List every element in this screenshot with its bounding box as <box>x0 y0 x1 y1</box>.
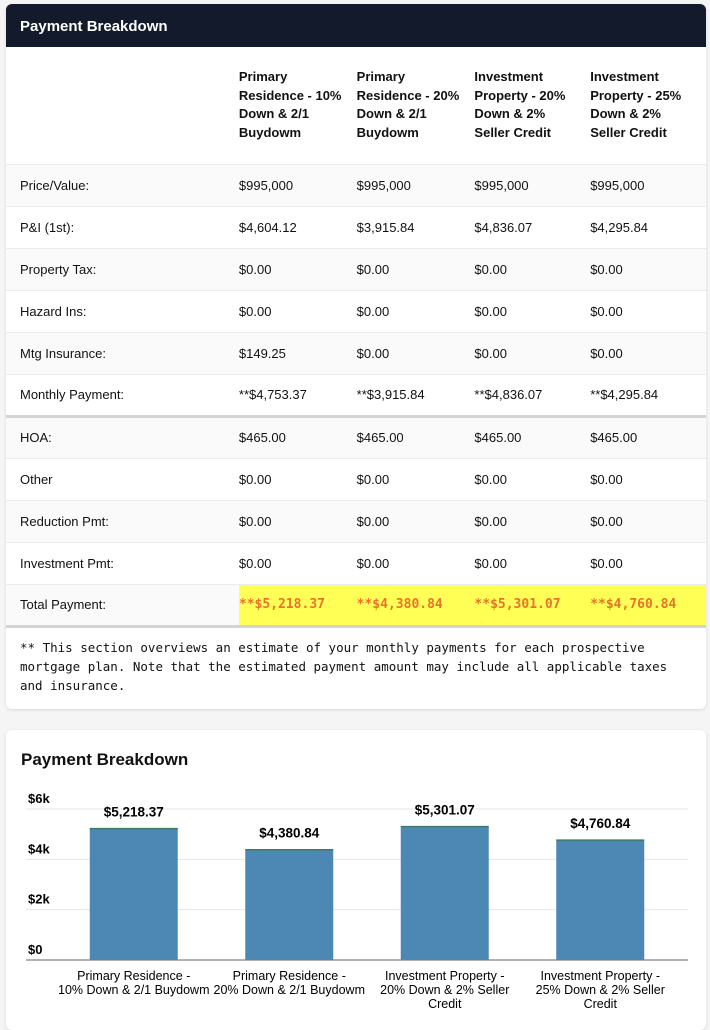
table-row: Property Tax: $0.00 $0.00 $0.00 $0.00 <box>6 247 706 290</box>
table-title: Payment Breakdown <box>6 4 706 47</box>
cell-value: $995,000 <box>590 163 706 206</box>
cell-value: $0.00 <box>238 541 357 584</box>
cell-value: $0.00 <box>356 457 475 500</box>
cell-value: $465.00 <box>238 414 357 458</box>
category-label: Investment Property -25% Down & 2% Selle… <box>536 969 665 1011</box>
cell-value: $0.00 <box>356 499 475 542</box>
footnote: ** This section overviews an estimate of… <box>20 639 668 693</box>
cell-value: $4,295.84 <box>590 205 706 248</box>
row-label: Property Tax: <box>6 247 239 290</box>
cell-value: $3,915.84 <box>356 205 475 248</box>
cell-value: $0.00 <box>590 541 706 584</box>
category-label: Investment Property -20% Down & 2% Selle… <box>380 969 509 1011</box>
cell-value: $0.00 <box>590 499 706 542</box>
cell-value: $0.00 <box>356 289 475 332</box>
cell-value: $995,000 <box>238 163 357 206</box>
row-label: Total Payment: <box>6 583 239 628</box>
table-row: Total Payment: **$5,218.37 **$4,380.84 **$5… <box>6 583 706 628</box>
table-row: Mtg Insurance: $149.25 $0.00 $0.00 $0.00 <box>6 331 706 374</box>
chart-title: Payment Breakdown <box>21 750 189 769</box>
cell-value: $0.00 <box>238 247 357 290</box>
bar <box>400 826 489 960</box>
cell-value: **$4,760.84 <box>590 583 706 628</box>
bar <box>89 828 178 960</box>
cell-value: $0.00 <box>356 247 475 290</box>
column-header: Primary Residence - 10% Down & 2/1 Buydo… <box>238 69 342 140</box>
cell-value: **$3,915.84 <box>356 373 475 416</box>
cell-value: $0.00 <box>590 247 706 290</box>
cell-value: $0.00 <box>590 457 706 500</box>
cell-value: **$4,380.84 <box>356 583 475 628</box>
table-row: Monthly Payment: **$4,753.37 **$3,915.84 **… <box>6 373 706 416</box>
bar-chart: $0 $2k $4k $6k $5,218.37 Primary Residence -1… <box>26 791 688 1011</box>
y-tick-label: $0 <box>28 942 42 957</box>
cell-value: $0.00 <box>474 457 591 500</box>
cell-value: $0.00 <box>590 331 706 374</box>
table-row: Other $0.00 $0.00 $0.00 $0.00 <box>6 457 706 500</box>
data-label: $4,760.84 <box>570 816 631 831</box>
cell-value: $0.00 <box>590 289 706 332</box>
row-label: Monthly Payment: <box>6 373 239 416</box>
data-label: $5,301.07 <box>415 803 475 818</box>
cell-value: **$5,301.07 <box>474 583 591 628</box>
cell-value: $0.00 <box>474 499 591 542</box>
chart-card: Payment Breakdown $0 $2k $4k $6k $5,218.37 Pr… <box>6 730 706 1030</box>
row-label: Price/Value: <box>6 163 239 206</box>
column-header: Investment Property - 20% Down & 2% Sell… <box>474 69 566 140</box>
bar <box>556 840 645 960</box>
table-row: P&I (1st): $4,604.12 $3,915.84 $4,836.07 $4,… <box>6 205 706 248</box>
blank-header <box>6 47 239 164</box>
table-row: Hazard Ins: $0.00 $0.00 $0.00 $0.00 <box>6 289 706 332</box>
row-label: Reduction Pmt: <box>6 499 239 542</box>
row-label: HOA: <box>6 414 239 458</box>
cell-value: $0.00 <box>238 457 357 500</box>
cell-value: $149.25 <box>238 331 357 374</box>
row-label: Mtg Insurance: <box>6 331 239 374</box>
cell-value: **$4,295.84 <box>590 373 706 416</box>
payment-table-card: Payment Breakdown Primary Residence - 10… <box>6 4 706 709</box>
cell-value: $0.00 <box>356 541 475 584</box>
data-label: $4,380.84 <box>259 826 320 841</box>
row-label: P&I (1st): <box>6 205 239 248</box>
y-tick-label: $2k <box>28 892 50 907</box>
cell-value: $465.00 <box>590 414 706 458</box>
y-tick-label: $6k <box>28 791 50 806</box>
cell-value: **$5,218.37 <box>238 583 357 628</box>
cell-value: $465.00 <box>474 414 591 458</box>
row-label: Hazard Ins: <box>6 289 239 332</box>
cell-value: $0.00 <box>474 541 591 584</box>
payment-table: Primary Residence - 10% Down & 2/1 Buydo… <box>6 47 706 628</box>
data-label: $5,218.37 <box>104 805 164 820</box>
cell-value: $0.00 <box>238 289 357 332</box>
bar <box>245 849 334 960</box>
column-header: Investment Property - 25% Down & 2% Sell… <box>590 69 682 140</box>
cell-value: $4,604.12 <box>238 205 357 248</box>
row-label: Other <box>6 457 239 500</box>
column-header: Primary Residence - 20% Down & 2/1 Buydo… <box>356 69 460 140</box>
category-label: Primary Residence -20% Down & 2/1 Buydow… <box>214 969 365 997</box>
cell-value: $0.00 <box>474 331 591 374</box>
cell-value: $0.00 <box>356 331 475 374</box>
cell-value: $0.00 <box>474 247 591 290</box>
table-row: HOA: $465.00 $465.00 $465.00 $465.00 <box>6 414 706 458</box>
cell-value: $0.00 <box>238 499 357 542</box>
cell-value: $995,000 <box>474 163 591 206</box>
table-row: Price/Value: $995,000 $995,000 $995,000 $995… <box>6 163 706 206</box>
cell-value: $0.00 <box>474 289 591 332</box>
cell-value: $4,836.07 <box>474 205 591 248</box>
cell-value: **$4,753.37 <box>238 373 357 416</box>
cell-value: $995,000 <box>356 163 475 206</box>
y-tick-label: $4k <box>28 841 50 856</box>
table-row: Reduction Pmt: $0.00 $0.00 $0.00 $0.00 <box>6 499 706 542</box>
row-label: Investment Pmt: <box>6 541 239 584</box>
category-label: Primary Residence -10% Down & 2/1 Buydow… <box>58 969 209 997</box>
table-row: Investment Pmt: $0.00 $0.00 $0.00 $0.00 <box>6 541 706 584</box>
cell-value: $465.00 <box>356 414 475 458</box>
cell-value: **$4,836.07 <box>474 373 591 416</box>
